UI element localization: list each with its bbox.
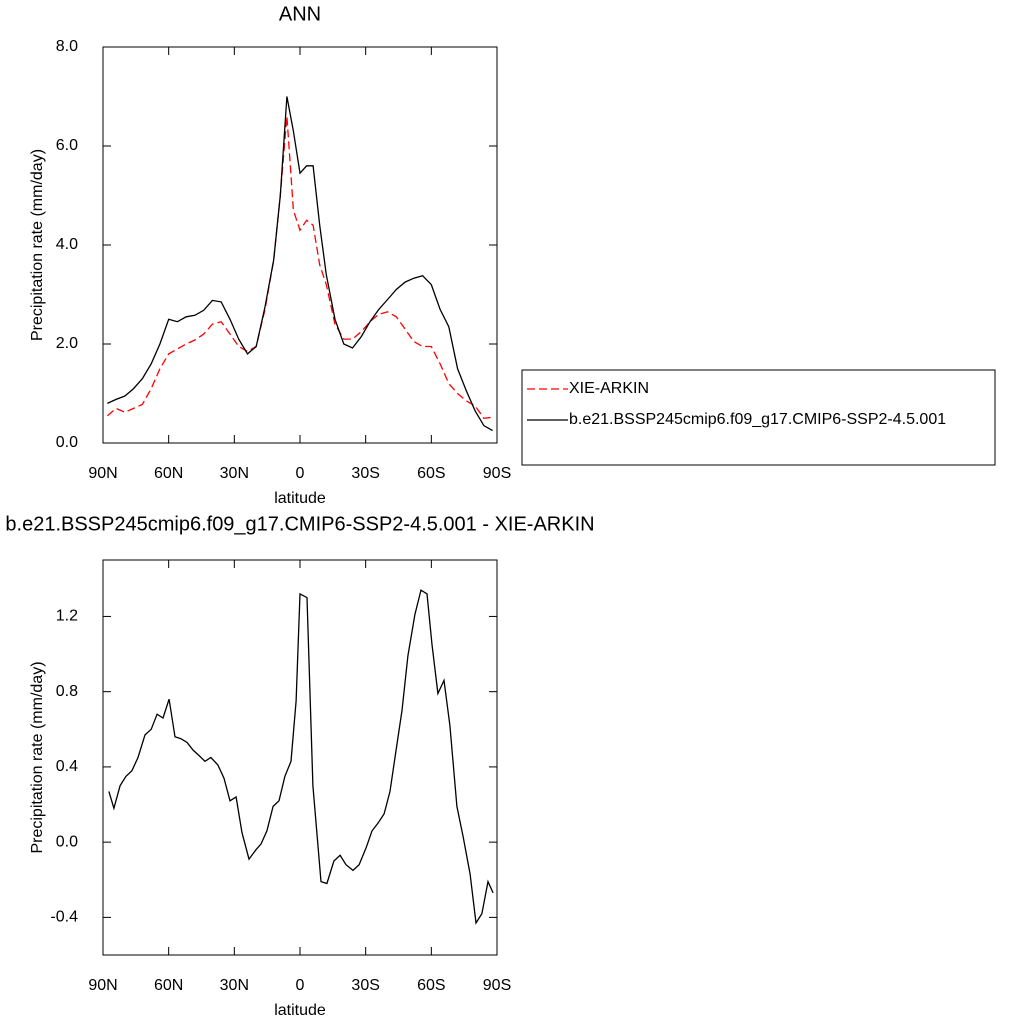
x-tick-label: 0 — [296, 465, 305, 482]
y-tick-label: 0.0 — [56, 833, 78, 850]
x-tick-label: 90S — [483, 465, 511, 482]
x-tick-label: 60S — [417, 465, 445, 482]
y-tick-label: 1.2 — [56, 608, 78, 625]
x-tick-label: 30S — [351, 465, 379, 482]
y-tick-label: 4.0 — [56, 236, 78, 253]
y-tick-label: -0.4 — [50, 909, 78, 926]
x-tick-label: 30S — [351, 977, 379, 994]
series-line — [107, 96, 493, 432]
x-tick-label: 0 — [296, 977, 305, 994]
y-axis-label: Precipitation rate (mm/day) — [29, 661, 46, 853]
x-tick-label: 30N — [220, 465, 249, 482]
x-tick-label: 90S — [483, 977, 511, 994]
x-tick-label: 60S — [417, 977, 445, 994]
y-tick-label: 2.0 — [56, 335, 78, 352]
chart-title: b.e21.BSSP245cmip6.f09_g17.CMIP6-SSP2-4.… — [5, 513, 594, 535]
x-tick-label: 60N — [154, 977, 183, 994]
x-tick-label: 60N — [154, 465, 183, 482]
chart-title: ANN — [279, 3, 321, 25]
series-line — [106, 116, 493, 419]
y-tick-label: 0.8 — [56, 683, 78, 700]
series-line — [108, 589, 494, 925]
x-axis-label: latitude — [274, 490, 326, 507]
y-axis-label: Precipitation rate (mm/day) — [29, 149, 46, 341]
legend-label: b.e21.BSSP245cmip6.f09_g17.CMIP6-SSP2-4.… — [569, 411, 946, 428]
y-tick-label: 8.0 — [56, 38, 78, 55]
x-axis-label: latitude — [274, 1002, 326, 1019]
plot-frame — [102, 559, 498, 956]
x-tick-label: 30N — [220, 977, 249, 994]
plot-frame — [102, 46, 498, 444]
y-tick-label: 0.4 — [56, 758, 78, 775]
legend-label: XIE-ARKIN — [569, 380, 649, 397]
x-tick-label: 90N — [88, 465, 117, 482]
x-tick-label: 90N — [88, 977, 117, 994]
legend-box — [521, 369, 996, 466]
y-tick-label: 0.0 — [56, 434, 78, 451]
y-tick-label: 6.0 — [56, 137, 78, 154]
